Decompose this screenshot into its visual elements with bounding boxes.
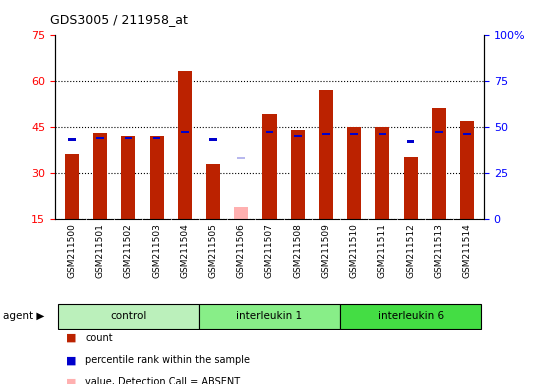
Text: agent ▶: agent ▶ xyxy=(3,311,44,321)
Text: GSM211511: GSM211511 xyxy=(378,223,387,278)
Text: ■: ■ xyxy=(66,377,76,384)
Text: GSM211505: GSM211505 xyxy=(208,223,218,278)
Bar xyxy=(375,127,389,219)
Text: GSM211509: GSM211509 xyxy=(321,223,331,278)
Text: GSM211502: GSM211502 xyxy=(124,223,133,278)
Bar xyxy=(68,138,76,141)
Text: GSM211506: GSM211506 xyxy=(237,223,246,278)
Text: count: count xyxy=(85,333,113,343)
Bar xyxy=(122,136,135,219)
Text: GSM211514: GSM211514 xyxy=(463,223,471,278)
Text: GSM211512: GSM211512 xyxy=(406,223,415,278)
Bar xyxy=(266,131,273,134)
Text: GSM211513: GSM211513 xyxy=(434,223,443,278)
Bar xyxy=(153,137,161,139)
Bar xyxy=(178,71,192,219)
Bar xyxy=(181,131,189,134)
Bar xyxy=(378,133,386,135)
Bar xyxy=(93,133,107,219)
Bar xyxy=(340,304,481,329)
Text: value, Detection Call = ABSENT: value, Detection Call = ABSENT xyxy=(85,377,240,384)
Bar xyxy=(209,138,217,141)
Text: ■: ■ xyxy=(66,333,76,343)
Text: GSM211503: GSM211503 xyxy=(152,223,161,278)
Bar xyxy=(319,90,333,219)
Bar xyxy=(404,157,417,219)
Bar xyxy=(463,133,471,135)
Bar xyxy=(290,130,305,219)
Bar xyxy=(294,135,301,137)
Bar xyxy=(460,121,474,219)
Text: GSM211500: GSM211500 xyxy=(68,223,76,278)
Bar xyxy=(262,114,277,219)
Text: GSM211504: GSM211504 xyxy=(180,223,189,278)
Bar xyxy=(206,164,220,219)
Bar xyxy=(199,304,340,329)
Text: percentile rank within the sample: percentile rank within the sample xyxy=(85,355,250,365)
Bar xyxy=(435,131,443,134)
Text: GSM211510: GSM211510 xyxy=(350,223,359,278)
Bar xyxy=(58,304,199,329)
Text: control: control xyxy=(110,311,146,321)
Text: interleukin 6: interleukin 6 xyxy=(377,311,444,321)
Bar xyxy=(150,136,164,219)
Bar xyxy=(238,157,245,159)
Text: GSM211501: GSM211501 xyxy=(96,223,104,278)
Text: GDS3005 / 211958_at: GDS3005 / 211958_at xyxy=(50,13,188,26)
Bar xyxy=(347,127,361,219)
Bar xyxy=(322,133,330,135)
Bar xyxy=(432,108,446,219)
Bar xyxy=(234,207,249,219)
Bar xyxy=(65,154,79,219)
Bar xyxy=(96,137,104,139)
Text: GSM211507: GSM211507 xyxy=(265,223,274,278)
Text: GSM211508: GSM211508 xyxy=(293,223,302,278)
Bar xyxy=(407,140,415,143)
Text: interleukin 1: interleukin 1 xyxy=(236,311,302,321)
Text: ■: ■ xyxy=(66,355,76,365)
Bar xyxy=(124,137,132,139)
Bar xyxy=(350,133,358,135)
